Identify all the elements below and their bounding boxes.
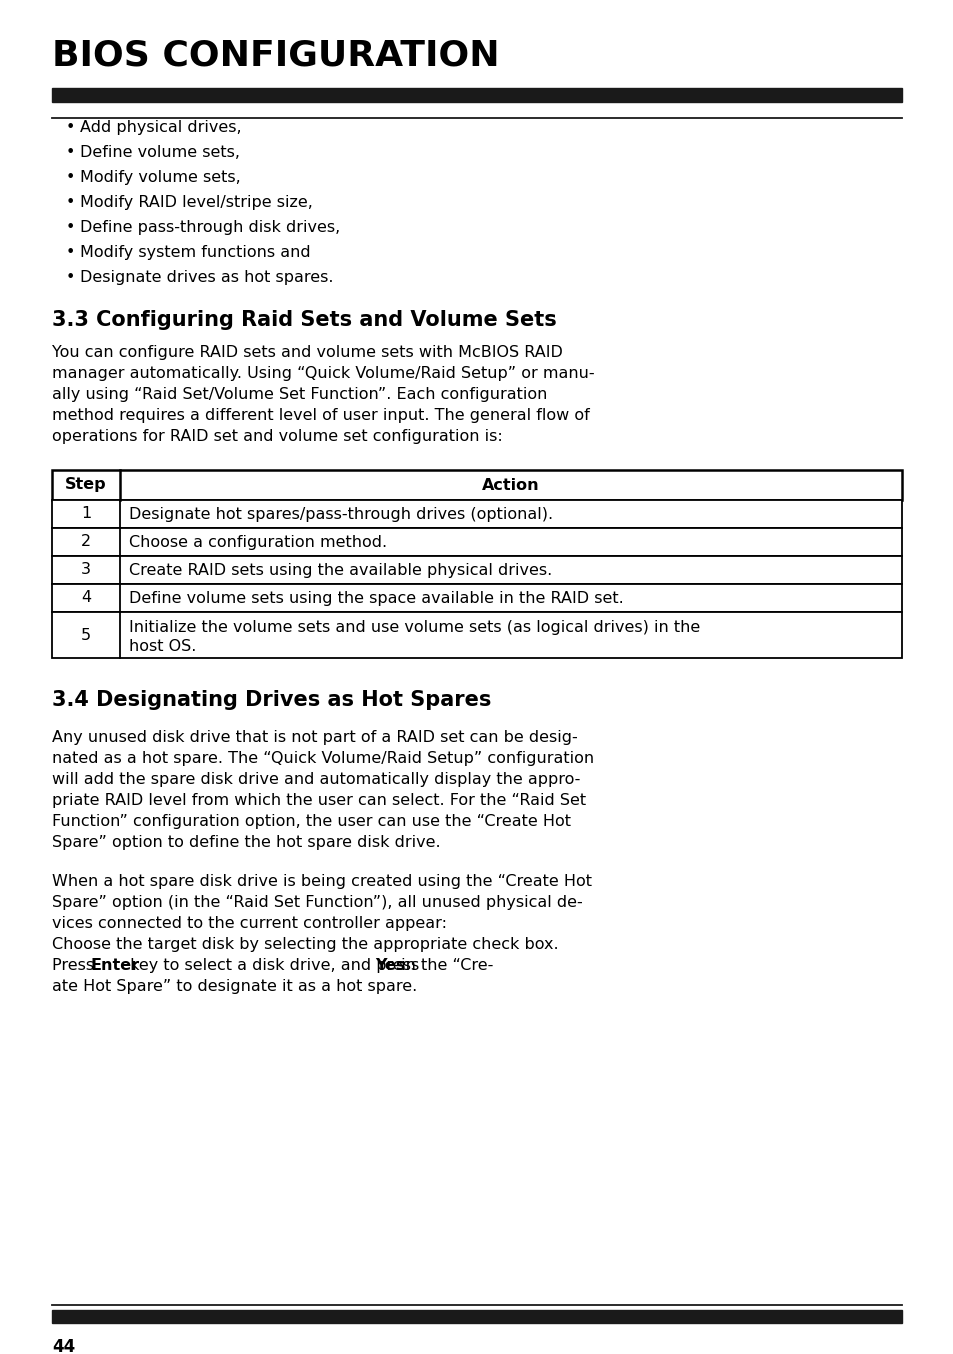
Bar bbox=[52, 528, 901, 556]
Bar bbox=[52, 1311, 901, 1323]
Text: Choose the target disk by selecting the appropriate check box.: Choose the target disk by selecting the … bbox=[52, 937, 558, 952]
Text: 3: 3 bbox=[81, 562, 91, 578]
Text: priate RAID level from which the user can select. For the “Raid Set: priate RAID level from which the user ca… bbox=[52, 793, 585, 808]
Text: Add physical drives,: Add physical drives, bbox=[80, 121, 241, 135]
Text: Press: Press bbox=[52, 959, 99, 974]
Bar bbox=[52, 470, 901, 500]
Text: Action: Action bbox=[481, 478, 539, 493]
Text: key to select a disk drive, and press: key to select a disk drive, and press bbox=[125, 959, 424, 974]
Text: Define pass-through disk drives,: Define pass-through disk drives, bbox=[80, 219, 340, 236]
Text: Modify RAID level/stripe size,: Modify RAID level/stripe size, bbox=[80, 195, 313, 210]
Text: 5: 5 bbox=[81, 627, 91, 643]
Text: in the “Cre-: in the “Cre- bbox=[395, 959, 493, 974]
Text: Spare” option to define the hot spare disk drive.: Spare” option to define the hot spare di… bbox=[52, 835, 440, 850]
Text: method requires a different level of user input. The general flow of: method requires a different level of use… bbox=[52, 408, 589, 422]
Text: host OS.: host OS. bbox=[129, 639, 196, 654]
Text: ate Hot Spare” to designate it as a hot spare.: ate Hot Spare” to designate it as a hot … bbox=[52, 979, 416, 994]
Bar bbox=[52, 556, 901, 584]
Bar bbox=[52, 88, 901, 102]
Text: Any unused disk drive that is not part of a RAID set can be desig-: Any unused disk drive that is not part o… bbox=[52, 730, 578, 745]
Text: Spare” option (in the “Raid Set Function”), all unused physical de-: Spare” option (in the “Raid Set Function… bbox=[52, 895, 582, 910]
Text: operations for RAID set and volume set configuration is:: operations for RAID set and volume set c… bbox=[52, 429, 502, 444]
Text: ally using “Raid Set/Volume Set Function”. Each configuration: ally using “Raid Set/Volume Set Function… bbox=[52, 387, 547, 402]
Text: manager automatically. Using “Quick Volume/Raid Setup” or manu-: manager automatically. Using “Quick Volu… bbox=[52, 366, 594, 380]
Bar bbox=[52, 584, 901, 612]
Text: Define volume sets,: Define volume sets, bbox=[80, 145, 240, 160]
Bar bbox=[52, 500, 901, 528]
Text: Initialize the volume sets and use volume sets (as logical drives) in the: Initialize the volume sets and use volum… bbox=[129, 620, 700, 635]
Text: •: • bbox=[66, 171, 75, 185]
Text: •: • bbox=[66, 145, 75, 160]
Text: When a hot spare disk drive is being created using the “Create Hot: When a hot spare disk drive is being cre… bbox=[52, 873, 592, 890]
Text: •: • bbox=[66, 245, 75, 260]
Text: Modify volume sets,: Modify volume sets, bbox=[80, 171, 240, 185]
Text: Modify system functions and: Modify system functions and bbox=[80, 245, 311, 260]
Text: Designate drives as hot spares.: Designate drives as hot spares. bbox=[80, 269, 334, 284]
Text: You can configure RAID sets and volume sets with McBIOS RAID: You can configure RAID sets and volume s… bbox=[52, 345, 562, 360]
Text: •: • bbox=[66, 219, 75, 236]
Text: 4: 4 bbox=[81, 590, 91, 605]
Text: 3.4 Designating Drives as Hot Spares: 3.4 Designating Drives as Hot Spares bbox=[52, 691, 491, 709]
Text: Create RAID sets using the available physical drives.: Create RAID sets using the available phy… bbox=[129, 562, 552, 578]
Text: 44: 44 bbox=[52, 1338, 75, 1354]
Text: 2: 2 bbox=[81, 535, 91, 550]
Text: •: • bbox=[66, 195, 75, 210]
Text: Enter: Enter bbox=[91, 959, 139, 974]
Text: Step: Step bbox=[65, 478, 107, 493]
Text: vices connected to the current controller appear:: vices connected to the current controlle… bbox=[52, 917, 447, 932]
Bar bbox=[52, 612, 901, 658]
Text: •: • bbox=[66, 269, 75, 284]
Text: BIOS CONFIGURATION: BIOS CONFIGURATION bbox=[52, 38, 499, 72]
Text: 1: 1 bbox=[81, 506, 91, 521]
Text: nated as a hot spare. The “Quick Volume/Raid Setup” configuration: nated as a hot spare. The “Quick Volume/… bbox=[52, 751, 594, 766]
Text: Yes: Yes bbox=[375, 959, 405, 974]
Text: 3.3 Configuring Raid Sets and Volume Sets: 3.3 Configuring Raid Sets and Volume Set… bbox=[52, 310, 557, 330]
Text: will add the spare disk drive and automatically display the appro-: will add the spare disk drive and automa… bbox=[52, 772, 579, 787]
Text: Define volume sets using the space available in the RAID set.: Define volume sets using the space avail… bbox=[129, 590, 623, 605]
Text: Function” configuration option, the user can use the “Create Hot: Function” configuration option, the user… bbox=[52, 814, 571, 829]
Text: •: • bbox=[66, 121, 75, 135]
Text: Designate hot spares/pass-through drives (optional).: Designate hot spares/pass-through drives… bbox=[129, 506, 553, 521]
Text: Choose a configuration method.: Choose a configuration method. bbox=[129, 535, 387, 550]
